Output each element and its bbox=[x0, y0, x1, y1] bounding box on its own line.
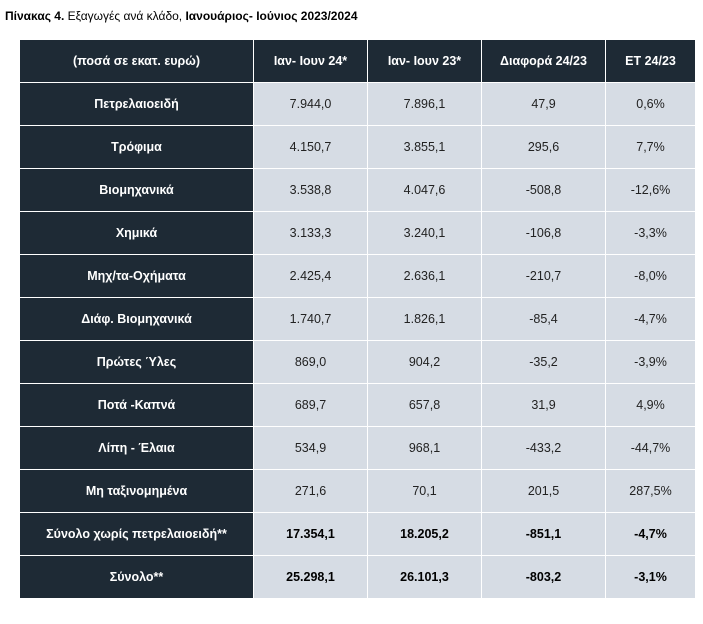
cell-value: -3,3% bbox=[605, 211, 696, 255]
cell-value: 3.133,3 bbox=[253, 211, 368, 255]
cell-value: 869,0 bbox=[253, 340, 368, 384]
cell-value: 295,6 bbox=[481, 125, 606, 169]
caption-prefix: Πίνακας 4. bbox=[5, 9, 65, 23]
table-row: Λίπη - Έλαια 534,9 968,1 -433,2 -44,7% bbox=[19, 426, 696, 470]
header-jan-jun-23: Ιαν- Ιουν 23* bbox=[367, 39, 482, 83]
table-row: Διάφ. Βιομηχανικά 1.740,7 1.826,1 -85,4 -4,7… bbox=[19, 297, 696, 341]
table-row: Βιομηχανικά 3.538,8 4.047,6 -508,8 -12,6% bbox=[19, 168, 696, 212]
cell-value: -433,2 bbox=[481, 426, 606, 470]
cell-value: 25.298,1 bbox=[253, 555, 368, 599]
table-row: Ποτά -Καπνά 689,7 657,8 31,9 4,9% bbox=[19, 383, 696, 427]
header-difference: Διαφορά 24/23 bbox=[481, 39, 606, 83]
row-label: Μηχ/τα-Οχήματα bbox=[19, 254, 254, 298]
header-row: (ποσά σε εκατ. ευρώ) Ιαν- Ιουν 24* Ιαν- … bbox=[19, 39, 696, 83]
cell-value: 31,9 bbox=[481, 383, 606, 427]
cell-value: 3.855,1 bbox=[367, 125, 482, 169]
row-label: Πρώτες Ύλες bbox=[19, 340, 254, 384]
cell-value: 1.740,7 bbox=[253, 297, 368, 341]
cell-value: 3.240,1 bbox=[367, 211, 482, 255]
cell-value: -851,1 bbox=[481, 512, 606, 556]
cell-value: 7,7% bbox=[605, 125, 696, 169]
cell-value: 70,1 bbox=[367, 469, 482, 513]
row-label: Μη ταξινομημένα bbox=[19, 469, 254, 513]
table-caption: Πίνακας 4. Εξαγωγές ανά κλάδο, Ιανουάριο… bbox=[5, 9, 358, 23]
cell-value: -8,0% bbox=[605, 254, 696, 298]
cell-value: -3,1% bbox=[605, 555, 696, 599]
header-jan-jun-24: Ιαν- Ιουν 24* bbox=[253, 39, 368, 83]
cell-value: -4,7% bbox=[605, 512, 696, 556]
caption-suffix: Ιανουάριος- Ιούνιος 2023/2024 bbox=[185, 9, 358, 23]
table-row: Μη ταξινομημένα 271,6 70,1 201,5 287,5% bbox=[19, 469, 696, 513]
cell-value: 18.205,2 bbox=[367, 512, 482, 556]
cell-value: 201,5 bbox=[481, 469, 606, 513]
cell-value: -44,7% bbox=[605, 426, 696, 470]
table-body: Πετρελαιοειδή 7.944,0 7.896,1 47,9 0,6% Τρόφι… bbox=[19, 82, 696, 599]
table-row: Χημικά 3.133,3 3.240,1 -106,8 -3,3% bbox=[19, 211, 696, 255]
cell-value: -12,6% bbox=[605, 168, 696, 212]
cell-value: 271,6 bbox=[253, 469, 368, 513]
cell-value: 2.425,4 bbox=[253, 254, 368, 298]
row-label: Τρόφιμα bbox=[19, 125, 254, 169]
cell-value: 17.354,1 bbox=[253, 512, 368, 556]
table-row: Πετρελαιοειδή 7.944,0 7.896,1 47,9 0,6% bbox=[19, 82, 696, 126]
cell-value: 1.826,1 bbox=[367, 297, 482, 341]
table-row: Σύνολο** 25.298,1 26.101,3 -803,2 -3,1% bbox=[19, 555, 696, 599]
table-row: Μηχ/τα-Οχήματα 2.425,4 2.636,1 -210,7 -8,0% bbox=[19, 254, 696, 298]
cell-value: 7.896,1 bbox=[367, 82, 482, 126]
row-label: Σύνολο χωρίς πετρελαιοειδή** bbox=[19, 512, 254, 556]
cell-value: -210,7 bbox=[481, 254, 606, 298]
row-label: Χημικά bbox=[19, 211, 254, 255]
cell-value: 689,7 bbox=[253, 383, 368, 427]
caption-middle: Εξαγωγές ανά κλάδο, bbox=[64, 9, 186, 23]
row-label: Βιομηχανικά bbox=[19, 168, 254, 212]
cell-value: 2.636,1 bbox=[367, 254, 482, 298]
cell-value: 904,2 bbox=[367, 340, 482, 384]
cell-value: 657,8 bbox=[367, 383, 482, 427]
row-label: Λίπη - Έλαια bbox=[19, 426, 254, 470]
cell-value: 26.101,3 bbox=[367, 555, 482, 599]
cell-value: 4,9% bbox=[605, 383, 696, 427]
cell-value: -508,8 bbox=[481, 168, 606, 212]
cell-value: 3.538,8 bbox=[253, 168, 368, 212]
cell-value: -106,8 bbox=[481, 211, 606, 255]
cell-value: -4,7% bbox=[605, 297, 696, 341]
cell-value: 534,9 bbox=[253, 426, 368, 470]
table-row: Τρόφιμα 4.150,7 3.855,1 295,6 7,7% bbox=[19, 125, 696, 169]
cell-value: -803,2 bbox=[481, 555, 606, 599]
exports-table: (ποσά σε εκατ. ευρώ) Ιαν- Ιουν 24* Ιαν- … bbox=[19, 39, 696, 599]
cell-value: -3,9% bbox=[605, 340, 696, 384]
row-label: Σύνολο** bbox=[19, 555, 254, 599]
header-units: (ποσά σε εκατ. ευρώ) bbox=[19, 39, 254, 83]
cell-value: -35,2 bbox=[481, 340, 606, 384]
table-row: Πρώτες Ύλες 869,0 904,2 -35,2 -3,9% bbox=[19, 340, 696, 384]
cell-value: 47,9 bbox=[481, 82, 606, 126]
cell-value: 0,6% bbox=[605, 82, 696, 126]
row-label: Ποτά -Καπνά bbox=[19, 383, 254, 427]
cell-value: 4.150,7 bbox=[253, 125, 368, 169]
cell-value: -85,4 bbox=[481, 297, 606, 341]
cell-value: 968,1 bbox=[367, 426, 482, 470]
header-yoy-change: ΕΤ 24/23 bbox=[605, 39, 696, 83]
cell-value: 7.944,0 bbox=[253, 82, 368, 126]
row-label: Πετρελαιοειδή bbox=[19, 82, 254, 126]
row-label: Διάφ. Βιομηχανικά bbox=[19, 297, 254, 341]
cell-value: 4.047,6 bbox=[367, 168, 482, 212]
cell-value: 287,5% bbox=[605, 469, 696, 513]
table-row: Σύνολο χωρίς πετρελαιοειδή** 17.354,1 18.2… bbox=[19, 512, 696, 556]
